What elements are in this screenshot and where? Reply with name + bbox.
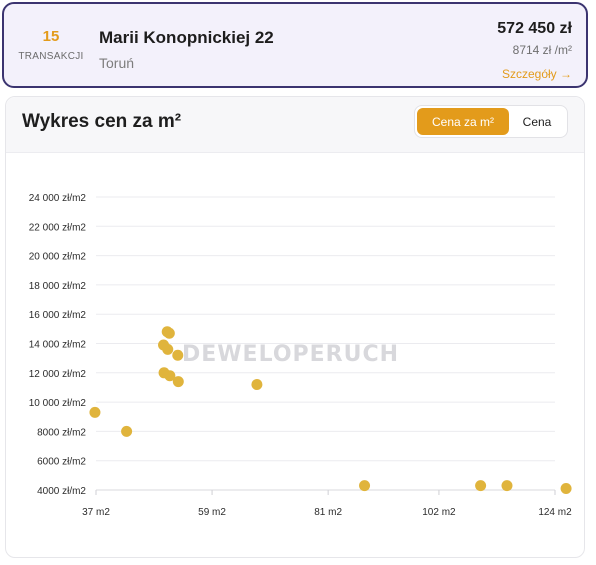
y-tick-label: 18 000 zł/m2 (29, 281, 87, 292)
listing-price: 572 450 zł (497, 20, 572, 37)
x-tick-label: 102 m2 (422, 507, 456, 518)
data-point[interactable] (560, 483, 572, 495)
chart-section-title: Wykres cen za m² (22, 111, 182, 132)
data-point[interactable] (475, 480, 487, 492)
x-tick-label: 124 m2 (538, 507, 572, 518)
data-point[interactable] (172, 376, 184, 388)
price-chart-card: Wykres cen za m² Cena za m² Cena DEWELOP… (5, 96, 585, 558)
chart-mode-toggle: Cena za m² Cena (414, 105, 568, 138)
listing-price-per-m2: 8714 zł /m² (512, 43, 572, 57)
address-block: Marii Konopnickiej 22 Toruń (99, 28, 274, 71)
toggle-price-button[interactable]: Cena (522, 114, 552, 129)
data-points (89, 326, 572, 495)
y-tick-label: 6000 zł/m2 (37, 457, 86, 468)
listing-address: Marii Konopnickiej 22 (99, 28, 274, 47)
data-point[interactable] (251, 379, 263, 391)
data-point[interactable] (162, 343, 174, 355)
transactions-label: TRANSAKCJI (18, 51, 84, 62)
y-axis-ticks: 4000 zł/m2 6000 zł/m2 8000 zł/m2 10 000 zł/… (29, 193, 87, 497)
y-tick-label: 12 000 zł/m2 (29, 369, 87, 380)
y-tick-label: 22 000 zł/m2 (29, 222, 87, 233)
x-tick-label: 37 m2 (82, 507, 110, 518)
transactions-summary: 15 TRANSAKCJI (16, 28, 86, 62)
details-link[interactable]: Szczegóły → (501, 67, 572, 81)
y-tick-label: 8000 zł/m2 (37, 427, 86, 438)
y-tick-label: 20 000 zł/m2 (29, 252, 87, 263)
listing-city: Toruń (99, 55, 135, 71)
price-block: 572 450 zł 8714 zł /m² Szczegóły → (497, 20, 572, 81)
y-tick-label: 16 000 zł/m2 (29, 310, 87, 321)
watermark: DEWELOPERUCH (182, 342, 399, 367)
x-tick-label: 81 m2 (314, 507, 342, 518)
data-point[interactable] (121, 425, 133, 437)
x-axis-ticks: 37 m2 59 m2 81 m2 102 m2 124 m2 (82, 490, 572, 518)
x-tick-label: 59 m2 (198, 507, 226, 518)
data-point[interactable] (164, 370, 176, 382)
listing-card[interactable]: 15 TRANSAKCJI Marii Konopnickiej 22 Toru… (2, 2, 588, 88)
data-point[interactable] (89, 406, 101, 418)
scatter-chart: DEWELOPERUCH 4000 zł/m2 6000 zł/m2 8000 zł… (29, 193, 572, 518)
transactions-count: 15 (42, 28, 60, 45)
y-tick-label: 4000 zł/m2 (37, 486, 86, 497)
data-point[interactable] (163, 327, 175, 339)
y-tick-label: 24 000 zł/m2 (29, 193, 87, 204)
data-point[interactable] (359, 480, 371, 492)
y-tick-label: 14 000 zł/m2 (29, 340, 87, 351)
data-point[interactable] (501, 480, 513, 492)
chart-header: Wykres cen za m² Cena za m² Cena (6, 97, 584, 153)
toggle-price-per-m2-button[interactable]: Cena za m² (417, 108, 509, 135)
data-point[interactable] (172, 349, 184, 361)
y-tick-label: 10 000 zł/m2 (29, 398, 87, 409)
